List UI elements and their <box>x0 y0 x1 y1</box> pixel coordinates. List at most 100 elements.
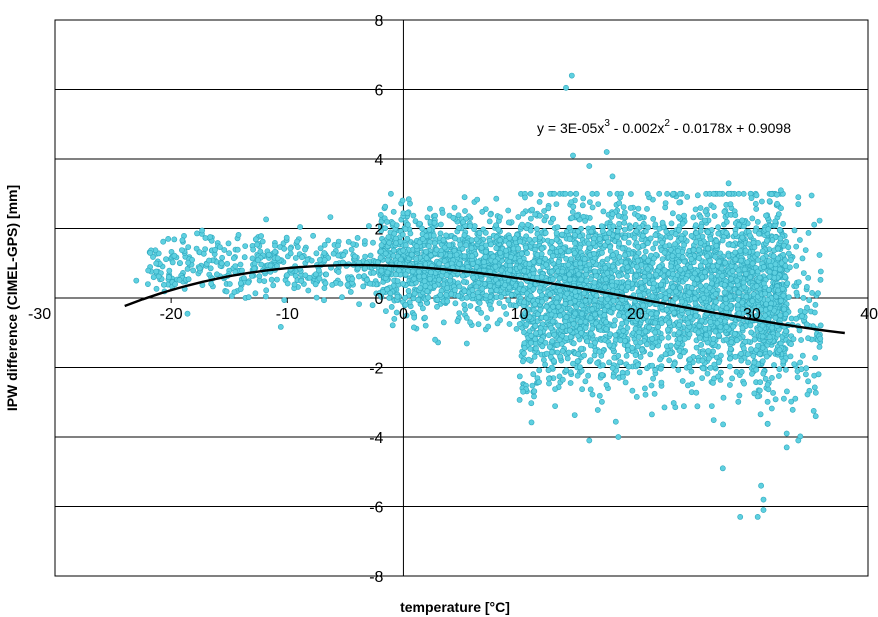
data-point <box>419 305 426 312</box>
data-point <box>762 375 769 382</box>
data-point <box>774 191 780 198</box>
data-point <box>153 260 160 267</box>
data-point <box>625 363 632 370</box>
data-point <box>647 235 654 242</box>
data-point <box>652 329 658 336</box>
data-point <box>550 215 557 222</box>
data-point <box>637 339 644 346</box>
data-point <box>708 403 715 409</box>
data-point <box>317 245 324 252</box>
data-point <box>519 221 525 228</box>
data-point <box>763 301 769 307</box>
data-point <box>653 271 659 278</box>
data-point <box>681 403 687 410</box>
data-point <box>776 347 783 353</box>
data-point <box>323 271 330 278</box>
data-point <box>670 190 676 197</box>
data-point <box>652 367 658 373</box>
data-point <box>680 349 687 356</box>
data-point <box>525 306 531 312</box>
data-point <box>732 256 739 263</box>
data-point <box>575 271 582 278</box>
data-point <box>699 350 706 357</box>
data-point <box>467 303 474 309</box>
data-point <box>579 310 585 317</box>
data-point <box>694 403 701 410</box>
data-point <box>421 273 427 280</box>
data-point <box>527 293 534 299</box>
data-point <box>316 275 323 282</box>
data-point <box>614 234 621 240</box>
data-point <box>335 269 342 275</box>
data-point <box>256 273 263 280</box>
data-point <box>780 220 786 227</box>
data-point <box>795 201 802 208</box>
data-point <box>551 331 558 338</box>
data-point <box>559 231 565 238</box>
data-point <box>408 251 415 258</box>
data-point <box>817 335 824 342</box>
data-point <box>163 256 169 263</box>
data-point <box>603 319 609 326</box>
data-point <box>531 388 538 395</box>
data-point <box>277 323 284 330</box>
data-point <box>710 204 717 210</box>
data-point <box>726 363 733 370</box>
data-point <box>619 320 625 327</box>
data-point <box>682 275 689 282</box>
data-point <box>754 514 761 520</box>
data-point <box>493 245 500 252</box>
data-point <box>596 348 603 355</box>
data-point <box>748 329 755 336</box>
data-point <box>662 200 669 206</box>
data-point <box>765 226 772 233</box>
data-point <box>642 391 649 398</box>
data-point <box>457 241 464 248</box>
data-point <box>672 241 678 247</box>
data-point <box>735 190 742 197</box>
data-point <box>402 301 409 308</box>
data-point <box>708 273 715 280</box>
data-point <box>668 342 674 349</box>
data-point <box>453 251 460 258</box>
data-point <box>549 349 555 355</box>
data-point <box>422 314 428 321</box>
data-point <box>798 366 805 373</box>
data-point <box>797 359 803 366</box>
data-point <box>549 318 556 325</box>
data-point <box>212 246 218 253</box>
data-point <box>644 190 651 197</box>
data-point <box>676 329 682 336</box>
data-point <box>274 255 281 262</box>
data-point <box>777 235 784 242</box>
data-point <box>599 398 605 405</box>
data-point <box>620 204 627 210</box>
data-point <box>422 283 429 289</box>
data-point <box>447 277 453 284</box>
data-point <box>817 268 824 275</box>
data-point <box>642 248 649 255</box>
data-point <box>740 279 747 286</box>
data-point <box>377 211 384 218</box>
data-point <box>806 297 813 304</box>
data-point <box>710 417 717 423</box>
data-point <box>497 214 503 220</box>
data-point <box>294 244 301 250</box>
data-point <box>461 194 468 201</box>
data-point <box>713 237 720 244</box>
data-point <box>251 265 258 272</box>
data-point <box>302 272 309 279</box>
data-point <box>382 250 389 257</box>
data-point <box>662 351 669 358</box>
data-point <box>508 292 515 298</box>
data-point <box>777 266 783 273</box>
data-point <box>802 247 809 253</box>
data-point <box>629 387 636 394</box>
data-point <box>171 252 178 259</box>
data-point <box>245 294 252 301</box>
data-point <box>551 358 557 364</box>
data-point <box>751 336 758 343</box>
data-point <box>789 406 796 413</box>
data-point <box>527 227 534 234</box>
data-point <box>567 276 573 283</box>
